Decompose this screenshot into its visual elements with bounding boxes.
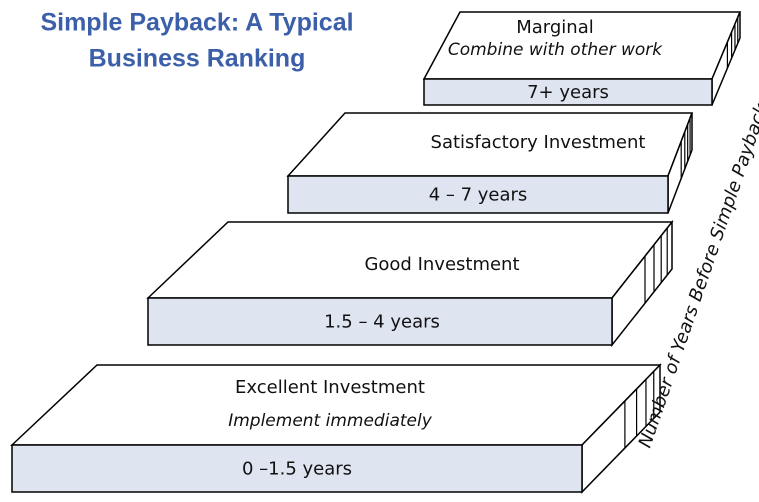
step-label: Marginal — [516, 17, 594, 38]
step-range: 4 – 7 years — [429, 185, 528, 206]
title-line: Simple Payback: A Typical — [40, 9, 353, 37]
step-front — [11, 444, 583, 493]
step-label: Excellent Investment — [235, 377, 425, 398]
step-label: Good Investment — [364, 254, 519, 275]
title-line: Business Ranking — [89, 45, 306, 73]
step-front — [287, 175, 669, 214]
step-range: 0 –1.5 years — [242, 459, 352, 480]
step-range: 1.5 – 4 years — [324, 312, 440, 333]
step-note: Combine with other work — [448, 40, 663, 60]
step-front — [147, 297, 613, 346]
step-label: Satisfactory Investment — [431, 132, 646, 153]
step-note: Implement immediately — [228, 411, 432, 431]
step-front — [423, 78, 713, 106]
step-range: 7+ years — [527, 82, 609, 103]
